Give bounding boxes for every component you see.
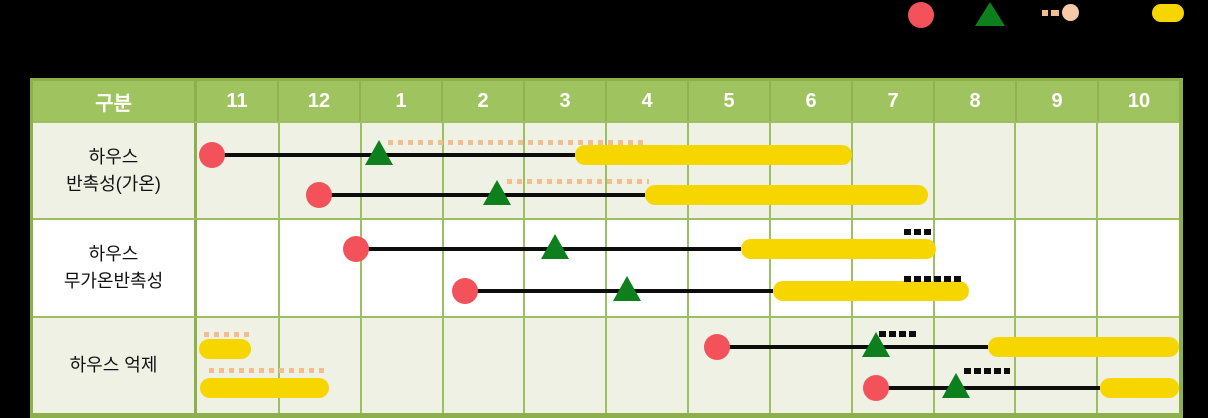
yellow-bar — [575, 145, 852, 165]
yellow-bar — [741, 239, 936, 260]
month-gridline — [277, 317, 280, 413]
green-triangle-marker — [483, 180, 512, 205]
yellow-bar — [200, 377, 329, 398]
table-row: 하우스 반촉성(가온) — [33, 123, 1179, 219]
row-label: 하우스 반촉성(가온) — [33, 123, 197, 219]
black-dotted-segment — [963, 367, 1011, 374]
red-circle-marker — [305, 182, 332, 208]
month-gridline — [687, 317, 689, 413]
month-header-cell: 10 — [1097, 81, 1179, 121]
month-header-cell: 6 — [769, 81, 851, 121]
timeline-line — [716, 344, 988, 349]
green-triangle-marker — [862, 331, 891, 357]
legend-green-triangle-icon — [975, 2, 1005, 26]
month-gridline — [523, 220, 526, 316]
month-gridline — [605, 123, 608, 219]
timeline-line — [318, 193, 645, 197]
month-gridline — [523, 123, 526, 219]
yellow-bar — [773, 281, 969, 302]
row-label: 하우스 억제 — [33, 317, 197, 413]
table-header-row: 구분 11 12 1 2 3 4 5 6 7 8 9 10 — [33, 81, 1179, 123]
month-gridline — [1014, 220, 1017, 316]
month-gridline — [523, 317, 526, 413]
black-dotted-segment — [904, 276, 964, 283]
month-gridline — [1096, 220, 1099, 316]
month-gridline — [1096, 317, 1099, 413]
black-dotted-segment — [878, 330, 918, 337]
green-triangle-marker — [540, 234, 569, 260]
month-gridline — [605, 220, 608, 316]
month-gridline — [932, 220, 935, 316]
month-header-cell: 12 — [277, 81, 359, 121]
month-gridline — [359, 220, 362, 316]
peach-dotted-segment — [209, 367, 324, 373]
timeline-plot-area — [197, 220, 1179, 316]
legend-red-circle-icon — [908, 2, 934, 28]
month-gridline — [687, 220, 689, 316]
month-gridline — [768, 123, 771, 219]
yellow-bar — [198, 338, 251, 359]
month-gridline — [277, 123, 280, 219]
month-gridline — [768, 220, 771, 316]
red-circle-marker — [451, 278, 478, 305]
month-gridline — [932, 317, 935, 413]
month-gridline — [1014, 317, 1017, 413]
month-gridline — [850, 123, 853, 219]
month-gridline — [850, 317, 853, 413]
month-header-cell: 3 — [523, 81, 605, 121]
timeline-plot-area — [197, 123, 1179, 219]
peach-dotted-segment — [203, 331, 249, 337]
month-header-cells: 11 12 1 2 3 4 5 6 7 8 9 10 — [197, 81, 1179, 121]
month-gridline — [932, 123, 935, 219]
month-gridline — [1096, 123, 1099, 219]
month-gridline — [441, 123, 444, 219]
green-triangle-marker — [612, 276, 641, 302]
row-label: 하우스 무가온반촉성 — [33, 220, 197, 316]
month-gridline — [687, 123, 689, 219]
peach-dot-square-icon — [1042, 10, 1048, 16]
month-gridline — [277, 220, 280, 316]
peach-dotted-segment — [507, 179, 649, 184]
month-header-cell: 8 — [933, 81, 1015, 121]
legend — [0, 0, 1208, 78]
month-gridline — [768, 317, 771, 413]
yellow-bar — [1100, 377, 1179, 398]
month-gridline — [359, 317, 362, 413]
month-header-cell: 9 — [1015, 81, 1097, 121]
month-header-cell: 5 — [687, 81, 769, 121]
month-header-cell: 1 — [359, 81, 441, 121]
table-row: 하우스 억제 — [33, 315, 1179, 413]
month-gridline — [441, 317, 444, 413]
peach-dot-circle-icon — [1062, 4, 1079, 21]
red-circle-marker — [703, 333, 730, 360]
month-gridline — [1014, 123, 1017, 219]
timeline-plot-area — [197, 317, 1179, 413]
month-header-cell: 4 — [605, 81, 687, 121]
month-header-cell: 2 — [441, 81, 523, 121]
header-corner-label: 구분 — [33, 81, 197, 121]
yellow-bar — [987, 336, 1179, 357]
month-gridline — [605, 317, 608, 413]
month-gridline — [850, 220, 853, 316]
peach-dot-square-icon — [1051, 10, 1059, 16]
month-gridline — [359, 123, 362, 219]
table-row: 하우스 무가온반촉성 — [33, 218, 1179, 316]
red-circle-marker — [863, 374, 890, 401]
month-header-cell: 11 — [226, 89, 248, 112]
cultivation-calendar-table: 구분 11 12 1 2 3 4 5 6 7 8 9 10 하우스 반촉성(가온) 하우스 무가온반촉… — [30, 78, 1183, 418]
legend-peach-dotted-icon — [1040, 4, 1082, 22]
month-header-cell: 7 — [851, 81, 933, 121]
peach-dotted-segment — [387, 140, 647, 145]
month-gridline — [441, 220, 444, 316]
timeline-line — [876, 385, 1101, 390]
yellow-bar — [644, 185, 928, 205]
green-triangle-marker — [942, 372, 971, 398]
black-dotted-segment — [904, 229, 932, 236]
red-circle-marker — [198, 142, 225, 168]
red-circle-marker — [342, 236, 369, 263]
green-triangle-marker — [365, 140, 394, 165]
legend-yellow-bar-icon — [1152, 4, 1184, 22]
